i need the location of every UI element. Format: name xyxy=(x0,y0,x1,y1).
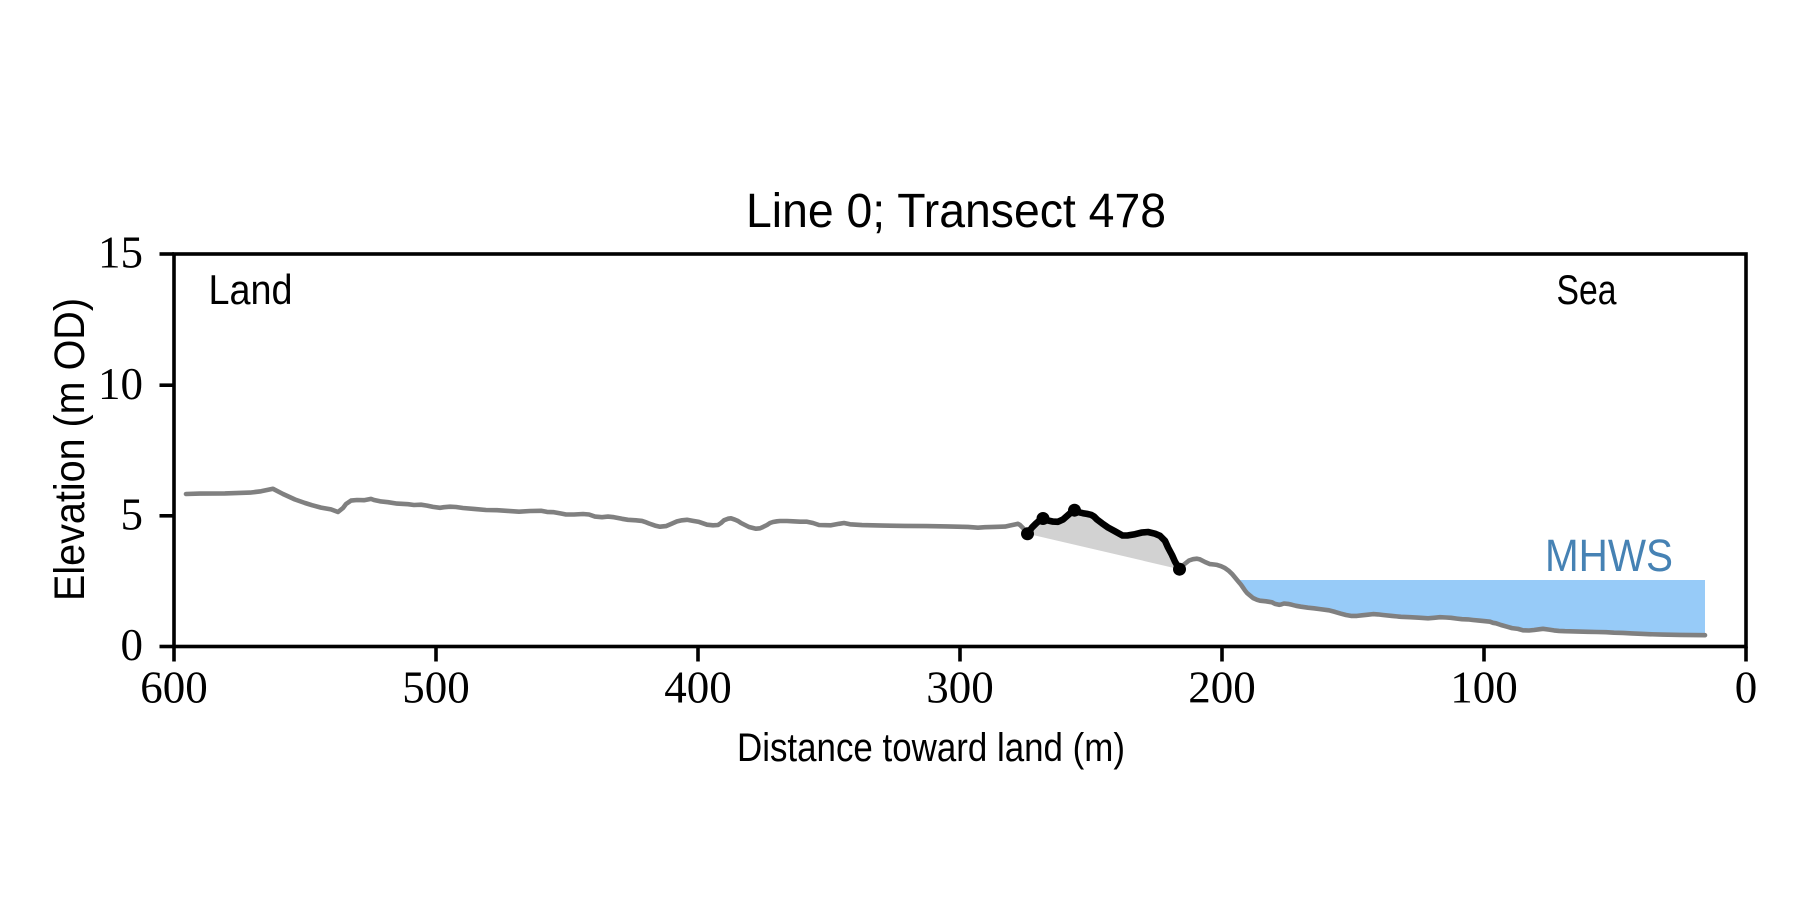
svg-text:200: 200 xyxy=(1188,663,1256,713)
svg-text:Sea: Sea xyxy=(1557,266,1618,313)
svg-text:600: 600 xyxy=(140,663,208,713)
svg-text:MHWS: MHWS xyxy=(1545,530,1673,581)
svg-text:0: 0 xyxy=(1735,663,1758,713)
svg-text:15: 15 xyxy=(98,228,143,278)
svg-text:0: 0 xyxy=(121,620,144,670)
svg-text:100: 100 xyxy=(1450,663,1518,713)
svg-text:300: 300 xyxy=(926,663,994,713)
svg-text:5: 5 xyxy=(121,490,144,540)
svg-text:Line 0; Transect 478: Line 0; Transect 478 xyxy=(746,185,1166,238)
svg-text:500: 500 xyxy=(402,663,470,713)
svg-text:Distance toward land (m): Distance toward land (m) xyxy=(737,726,1125,770)
svg-text:Land: Land xyxy=(209,266,293,313)
svg-text:Elevation (m OD): Elevation (m OD) xyxy=(46,298,94,601)
svg-text:400: 400 xyxy=(664,663,732,713)
svg-text:10: 10 xyxy=(98,359,143,409)
